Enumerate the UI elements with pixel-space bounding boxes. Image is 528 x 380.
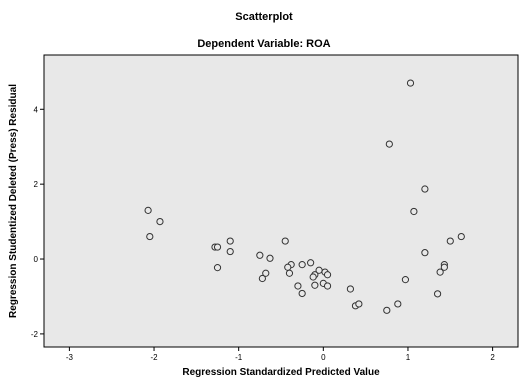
scatter-point <box>406 79 415 87</box>
scatter-point <box>226 247 234 256</box>
chart-subtitle: Dependent Variable: ROA <box>197 38 330 50</box>
plot-area <box>43 54 519 348</box>
scatter-point <box>266 254 274 262</box>
scatter-point <box>309 273 317 281</box>
x-tick-label: 0 <box>321 353 326 362</box>
chart-title: Scatterplot <box>235 11 293 23</box>
scatter-point <box>258 274 266 283</box>
x-tick-label: -1 <box>235 353 243 362</box>
x-tick-label: -3 <box>66 353 74 362</box>
scatter-point <box>315 266 323 274</box>
scatter-point <box>421 249 429 257</box>
scatter-point <box>323 282 332 290</box>
scatter-point <box>281 237 289 245</box>
scatter-point <box>436 268 444 276</box>
x-tick-label: 2 <box>490 353 495 362</box>
scatter-point <box>401 276 410 284</box>
y-axis-label: Regression Studentized Deleted (Press) R… <box>8 84 19 318</box>
scatter-point <box>213 264 222 272</box>
x-tick-label: -2 <box>150 353 158 362</box>
scatter-point <box>421 185 429 193</box>
scatter-point <box>298 261 306 269</box>
scatter-point <box>311 281 319 289</box>
scatter-point <box>385 140 393 148</box>
data-points <box>144 79 465 314</box>
scatter-point <box>440 263 448 271</box>
scatter-point <box>410 207 418 216</box>
y-tick-label: 4 <box>34 105 39 114</box>
scatter-point <box>307 259 315 267</box>
scatter-point <box>355 300 363 308</box>
scatter-point <box>144 206 152 214</box>
scatter-point <box>394 300 402 308</box>
scatter-point <box>146 232 154 241</box>
scatter-point <box>383 306 391 314</box>
x-axis-ticks: -3 -2 -1 0 1 2 <box>66 347 495 362</box>
scatter-point <box>256 251 264 259</box>
scatter-point <box>298 289 306 298</box>
scatter-point <box>446 237 454 245</box>
scatter-point <box>346 285 355 293</box>
scatter-point <box>262 269 270 277</box>
y-tick-label: 2 <box>34 180 39 189</box>
x-tick-label: 1 <box>406 353 411 362</box>
scatter-point <box>457 232 465 241</box>
scatter-point <box>156 217 164 226</box>
scatter-point <box>323 271 332 279</box>
y-axis-ticks: -2 0 2 4 <box>31 105 44 339</box>
scatter-point <box>294 282 302 290</box>
scatter-point <box>284 263 292 271</box>
scatter-point <box>285 269 294 277</box>
scatter-point <box>433 290 442 298</box>
x-axis-label: Regression Standardized Predicted Value <box>182 367 380 378</box>
y-tick-label: 0 <box>34 255 39 264</box>
y-tick-label: -2 <box>31 330 39 339</box>
scatter-point <box>213 243 222 251</box>
scatter-point <box>226 237 234 245</box>
